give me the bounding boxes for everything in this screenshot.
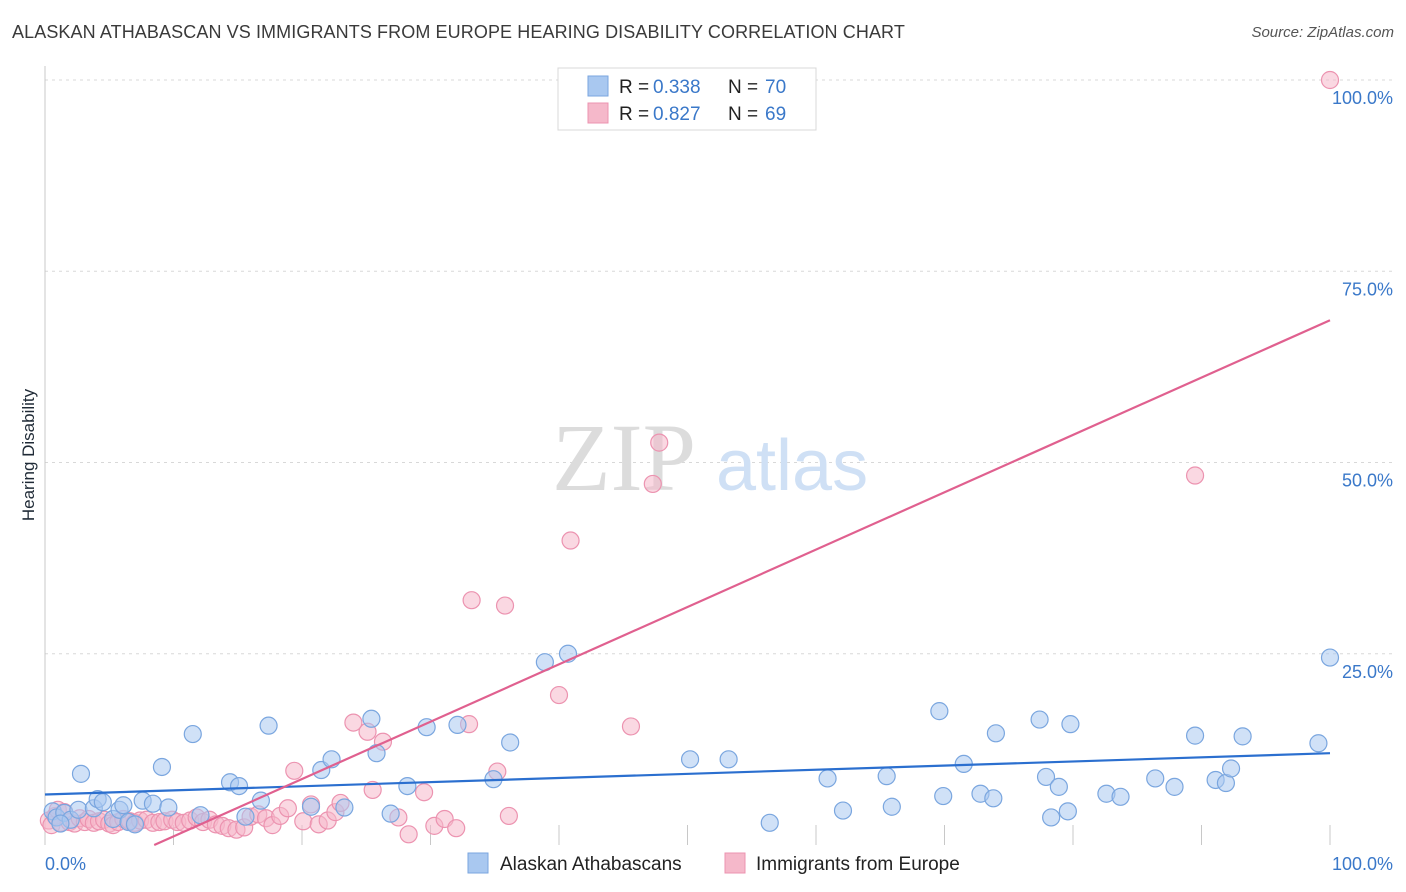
blue-point-66: [1233, 727, 1252, 746]
trend-lines: [44, 319, 1331, 847]
pink-point-43: [285, 761, 304, 780]
blue-point-39: [680, 750, 700, 769]
blue-point-53: [1036, 767, 1056, 787]
watermark: ZIP atlas: [552, 404, 868, 511]
pink-point-65: [549, 685, 569, 705]
y-tick-label-50: 50.0%: [1342, 471, 1393, 491]
legend-n-value-pink: 69: [765, 104, 786, 125]
pink-point-71: [1320, 70, 1340, 90]
blue-point-11: [114, 796, 133, 815]
pink-point-50: [344, 713, 363, 732]
blue-point-69: [51, 814, 70, 833]
blue-point-51: [986, 724, 1006, 743]
blue-point-4: [69, 800, 88, 819]
pink-point-68: [643, 474, 662, 494]
y-tick-label-100: 100.0%: [1332, 88, 1393, 108]
blue-point-31: [381, 804, 400, 823]
blue-point-62: [1185, 726, 1205, 745]
blue-point-8: [93, 793, 112, 812]
blue-point-24: [259, 716, 278, 735]
blue-point-57: [1061, 715, 1080, 734]
blue-point-17: [159, 798, 178, 817]
blue-point-28: [335, 798, 354, 817]
x-tick-label-0: 0.0%: [45, 854, 86, 874]
x-axis-ticks: [173, 825, 1331, 845]
pink-point-62: [499, 806, 518, 826]
legend-swatch-pink: [587, 102, 609, 124]
blue-point-21: [229, 776, 249, 796]
legend-r-value-pink: 0.827: [653, 104, 701, 125]
blue-point-67: [1309, 734, 1328, 753]
x-tick-label-100: 100.0%: [1332, 854, 1393, 874]
bottom-legend: Alaskan Athabascans Immigrants from Euro…: [467, 852, 960, 875]
pink-point-63: [495, 596, 515, 615]
pink-point-69: [650, 433, 669, 452]
blue-point-29: [362, 709, 381, 728]
legend-r-label-blue: R =: [619, 77, 649, 98]
blue-point-56: [1058, 802, 1077, 821]
pink-point-67: [621, 717, 641, 736]
y-axis-label: Hearing Disability: [19, 388, 38, 521]
legend: R = 0.338 N = 70 R = 0.827 N = 69: [557, 67, 817, 131]
blue-point-13: [125, 815, 145, 834]
source-label: Source: ZipAtlas.com: [1251, 24, 1394, 41]
watermark-zip: ZIP: [552, 404, 696, 511]
blue-point-18: [183, 724, 202, 744]
blue-point-47: [934, 786, 953, 806]
legend-r-label-pink: R =: [619, 104, 649, 125]
watermark-atlas: atlas: [716, 426, 868, 506]
gridlines: [45, 79, 1395, 655]
blue-trend-line: [44, 752, 1331, 796]
y-tick-label-75: 75.0%: [1342, 279, 1393, 299]
legend-swatch-blue: [587, 75, 609, 97]
blue-point-42: [818, 769, 837, 788]
blue-point-50: [984, 789, 1003, 808]
pink-point-56: [414, 783, 434, 802]
bottom-legend-label-pink: Immigrants from Europe: [756, 854, 960, 875]
blue-point-52: [1030, 710, 1049, 729]
blue-point-16: [152, 757, 172, 777]
blue-point-45: [882, 797, 901, 816]
legend-n-label-blue: N =: [728, 77, 758, 98]
blue-point-61: [1165, 777, 1184, 796]
pink-point-42: [278, 799, 297, 818]
blue-point-36: [501, 733, 520, 752]
pink-point-55: [399, 825, 418, 844]
pink-point-66: [561, 531, 580, 550]
blue-point-68: [1320, 648, 1340, 667]
y-tick-labels: 25.0% 50.0% 75.0% 100.0%: [1332, 88, 1393, 682]
legend-n-value-blue: 70: [765, 77, 786, 98]
blue-point-59: [1111, 787, 1130, 806]
pink-point-64: [462, 591, 481, 610]
y-tick-label-25: 25.0%: [1342, 662, 1393, 682]
chart-title: ALASKAN ATHABASCAN VS IMMIGRANTS FROM EU…: [12, 22, 905, 42]
blue-point-43: [833, 801, 853, 820]
pink-point-70: [1185, 466, 1205, 485]
blue-series-points: [43, 644, 1340, 834]
blue-point-34: [448, 715, 467, 734]
bottom-legend-label-blue: Alaskan Athabascans: [500, 854, 682, 875]
blue-point-5: [71, 764, 91, 783]
blue-point-15: [143, 794, 163, 813]
blue-point-65: [1221, 759, 1241, 778]
blue-point-40: [719, 750, 738, 769]
blue-point-46: [930, 702, 949, 721]
bottom-legend-swatch-pink: [724, 852, 746, 874]
legend-n-label-pink: N =: [728, 104, 758, 125]
pink-point-52: [363, 780, 382, 800]
pink-point-59: [447, 819, 466, 838]
pink-trend-line: [153, 319, 1331, 847]
blue-point-32: [398, 776, 417, 796]
blue-point-41: [760, 813, 779, 832]
blue-point-44: [877, 767, 896, 786]
blue-point-60: [1146, 769, 1165, 788]
blue-point-55: [1049, 777, 1068, 796]
blue-point-54: [1042, 808, 1061, 827]
legend-r-value-blue: 0.338: [653, 77, 701, 98]
blue-point-25: [301, 797, 321, 816]
bottom-legend-swatch-blue: [467, 852, 489, 874]
blue-point-22: [236, 807, 255, 826]
